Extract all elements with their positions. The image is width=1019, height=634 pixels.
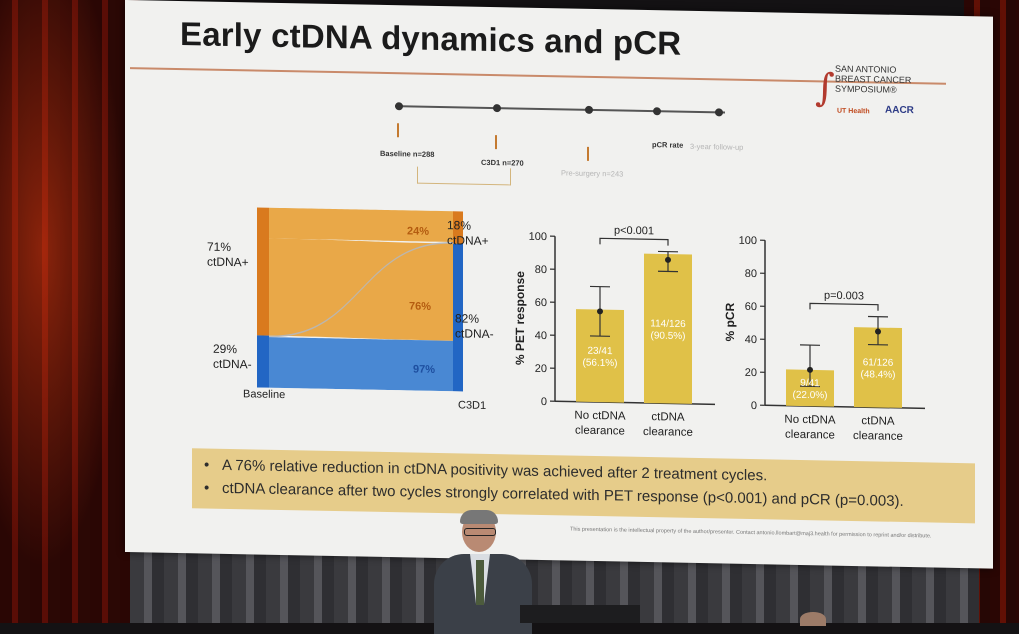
flow-label-24: 24%: [407, 225, 429, 237]
pcr-ytick-label-1: 20: [745, 367, 757, 379]
node-baseline-positive: [257, 208, 269, 336]
timeline-dot-baseline: [395, 102, 403, 110]
sankey-left-bottom-pct: 29%: [213, 342, 252, 358]
podium: [520, 605, 640, 623]
pet-ytick-label-1: 20: [535, 363, 547, 375]
aacr-logo: AACR: [885, 105, 914, 117]
pet-cat-1-a: ctDNA: [651, 411, 685, 424]
pcr-cat-0-a: No ctDNA: [784, 414, 835, 427]
pcr-bar-label-0-a: 9/41: [800, 378, 820, 389]
timeline-label-baseline: Baseline n=288: [380, 149, 434, 159]
timeline-arrow-presurgery: [587, 147, 589, 161]
sankey-left-top-label: 71% ctDNA+: [207, 240, 249, 271]
pcr-pvalue: p=0.003: [824, 290, 864, 303]
pet-ylabel: % PET response: [513, 271, 527, 366]
flow-label-97: 97%: [413, 364, 435, 376]
summary-bullet-2-text: ctDNA clearance after two cycles strongl…: [222, 480, 904, 510]
pcr-bar-label-1-a: 61/126: [863, 357, 894, 369]
pcr-chart: 0 20 40 60 80 100 % pCR 9/41(22.0%) No ctDNA clea…: [720, 206, 935, 455]
timeline-bracket: [417, 167, 511, 186]
sankey-right-top-label: 18% ctDNA+: [447, 218, 489, 249]
sankey-right-bottom-pct: 82%: [455, 311, 494, 327]
sankey-right-bottom-name: ctDNA-: [455, 326, 494, 342]
timeline-dot-followup: [715, 108, 723, 116]
ribbon-icon: ∫: [815, 65, 835, 109]
summary-bullet-1-text: A 76% relative reduction in ctDNA positi…: [222, 457, 767, 484]
sankey-left-top-pct: 71%: [207, 240, 249, 256]
sankey-axis-baseline: Baseline: [243, 387, 285, 403]
sabcs-logo: ∫ SAN ANTONIO BREAST CANCER SYMPOSIUM® U…: [815, 61, 925, 148]
pet-ytick-label-2: 40: [535, 330, 547, 342]
pcr-bar-label-0-b: (22.0%): [792, 390, 827, 402]
pet-bar-label-0-b: (56.1%): [582, 358, 617, 370]
projection-screen: Early ctDNA dynamics and pCR ∫ SAN ANTON…: [125, 0, 993, 569]
pcr-cat-1-a: ctDNA: [861, 415, 895, 428]
sankey-left-top-name: ctDNA+: [207, 255, 249, 271]
study-timeline: [395, 105, 725, 113]
sankey-left-bottom-name: ctDNA-: [213, 357, 252, 373]
timeline-dot-c3d1: [493, 104, 501, 112]
logo-line-3: SYMPOSIUM®: [835, 84, 927, 96]
pcr-ytick-label-2: 40: [745, 334, 757, 346]
pcr-pvalue-bracket: [810, 303, 878, 310]
timeline-label-followup: 3-year follow-up: [690, 142, 743, 152]
pcr-bar-label-1-b: (48.4%): [860, 369, 895, 381]
pet-ytick-label-0: 0: [541, 396, 547, 408]
pet-cat-1-b: clearance: [643, 426, 693, 439]
sankey-right-bottom-label: 82% ctDNA-: [455, 311, 494, 342]
pet-ytick-label-4: 80: [535, 264, 547, 276]
node-baseline-negative: [257, 335, 269, 387]
timeline-label-pcr: pCR rate: [652, 140, 683, 150]
timeline-dot-presurgery: [585, 106, 593, 114]
pet-pvalue-bracket: [600, 238, 668, 245]
audience-member: [800, 612, 826, 626]
pet-pvalue: p<0.001: [614, 225, 654, 238]
pcr-ytick-label-5: 100: [739, 235, 757, 247]
timeline-label-presurgery: Pre-surgery n=243: [561, 168, 623, 178]
timeline-arrow-c3d1: [495, 135, 497, 149]
sankey-right-top-name: ctDNA+: [447, 233, 489, 249]
sankey-axis-c3d1: C3D1: [458, 398, 486, 414]
pcr-ytick-label-3: 60: [745, 301, 757, 313]
sankey-left-bottom-label: 29% ctDNA-: [213, 342, 252, 373]
pcr-ytick-label-4: 80: [745, 268, 757, 280]
pet-ytick-label-5: 100: [529, 231, 547, 243]
slide-title: Early ctDNA dynamics and pCR: [180, 15, 681, 63]
pet-cat-0-b: clearance: [575, 425, 625, 438]
pcr-cat-1-b: clearance: [853, 430, 903, 443]
timeline-label-c3d1: C3D1 n=270: [481, 158, 524, 168]
timeline-arrow-baseline: [397, 123, 399, 137]
pet-bar-label-1-b: (90.5%): [650, 330, 685, 342]
pet-response-chart: 0 20 40 60 80 100 % PET response 23/41(56.1%) No…: [510, 202, 725, 451]
summary-bullet-2: •ctDNA clearance after two cycles strong…: [204, 480, 904, 510]
pcr-cat-0-b: clearance: [785, 429, 835, 442]
flow-label-76: 76%: [409, 300, 431, 312]
sankey-right-top-pct: 18%: [447, 218, 489, 234]
pet-ytick-label-3: 60: [535, 297, 547, 309]
timeline-dot-pcr: [653, 107, 661, 115]
pcr-ytick-label-0: 0: [751, 400, 757, 412]
stage-backdrop-left: [0, 0, 140, 623]
ut-health-logo: UT Health: [837, 108, 870, 116]
pcr-ylabel: % pCR: [723, 302, 737, 341]
pet-bar-label-1-a: 114/126: [650, 318, 686, 330]
summary-box: •A 76% relative reduction in ctDNA posit…: [192, 448, 975, 523]
pet-cat-0-a: No ctDNA: [574, 410, 625, 423]
copyright-footnote: This presentation is the intellectual pr…: [570, 527, 931, 540]
pet-bar-label-0-a: 23/41: [587, 346, 612, 357]
